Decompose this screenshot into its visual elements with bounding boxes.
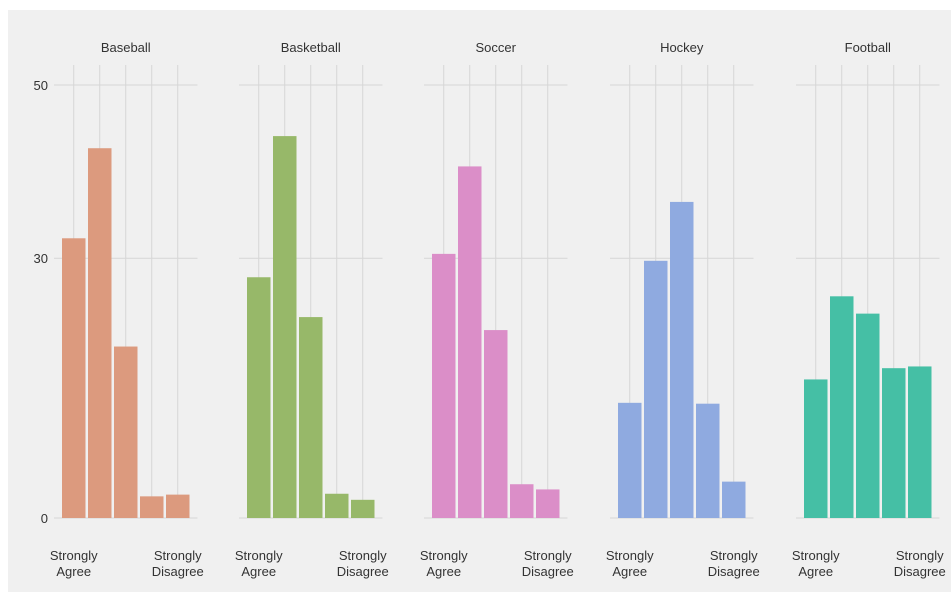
y-tick-label: 0 [41,511,48,526]
x-tick-label-last: Strongly Disagree [522,548,574,579]
x-tick-label-first: Strongly Agree [606,548,654,579]
panel-soccer: Soccer Strongly Agree Strongly Disagree [420,40,574,579]
x-tick-label-first: Strongly Agree [235,548,283,579]
bar [166,494,190,518]
panel-title: Hockey [660,40,704,55]
bar [696,403,720,518]
panel-title: Basketball [281,40,341,55]
panel-basketball: Basketball Strongly Agree Strongly Disagree [235,40,389,579]
panel-baseball: Baseball Strongly Agree Strongly Disagree [50,40,204,579]
bar [484,330,508,518]
bar [114,346,138,518]
x-tick-label-first: Strongly Agree [420,548,468,579]
x-tick-label-last: Strongly Disagree [152,548,204,579]
bar [856,313,880,518]
bar [273,136,297,518]
y-tick-label: 50 [34,78,48,93]
bar [247,277,271,518]
x-tick-label-last: Strongly Disagree [337,548,389,579]
bar [882,368,906,518]
bar [458,166,482,519]
x-tick-label-first: Strongly Agree [50,548,98,579]
x-tick-label-last: Strongly Disagree [708,548,760,579]
panels: 0 30 50 Baseball Strongly Agree Strongly Disagr… [34,40,946,579]
bar [670,201,694,518]
bar [618,402,642,518]
bar [432,253,456,518]
x-tick-label-last: Strongly Disagree [894,548,946,579]
panel-title: Soccer [476,40,517,55]
bar [325,493,349,518]
panel-title: Baseball [101,40,151,55]
bar [351,499,375,518]
x-tick-label-first: Strongly Agree [792,548,840,579]
bar [644,260,668,518]
bar [140,496,164,518]
panel-football: Football Strongly Agree Strongly Disagree [792,40,946,579]
panel-title: Football [845,40,891,55]
y-tick-label: 30 [34,251,48,266]
bar [510,484,534,518]
bar [299,317,323,518]
bar [88,148,112,518]
bar [62,238,86,519]
bar [830,296,854,518]
bar [536,489,560,518]
bar [722,481,746,518]
bar [908,366,932,518]
panel-hockey: Hockey Strongly Agree Strongly Disagree [606,40,760,579]
bar [804,379,828,518]
